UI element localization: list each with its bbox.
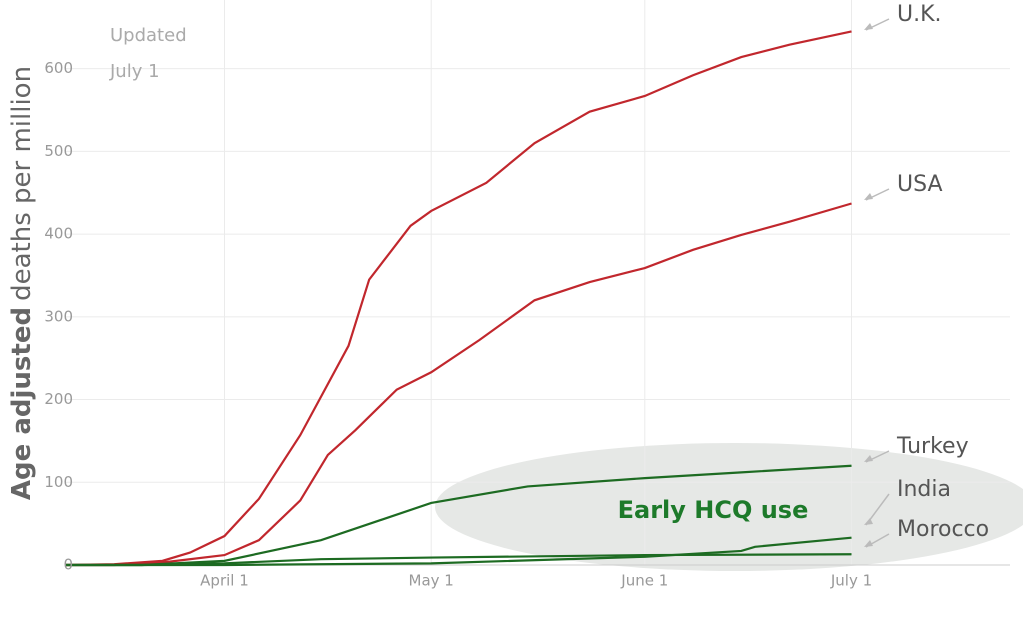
annotation: Updated <box>110 25 187 46</box>
y-tick-label: 400 <box>44 225 73 243</box>
series-label: U.K. <box>897 2 942 27</box>
highlight-region <box>435 443 1023 571</box>
y-axis-label: Age adjusted deaths per million <box>7 66 37 500</box>
y-tick-label: 200 <box>44 390 73 408</box>
y-tick-label: 600 <box>44 59 73 77</box>
x-tick-label: July 1 <box>830 572 872 590</box>
label-arrowhead <box>864 23 873 30</box>
label-arrowhead <box>864 540 873 547</box>
line <box>66 536 852 567</box>
line <box>66 202 852 567</box>
label-arrowhead <box>864 193 873 200</box>
series-label: Morocco <box>897 517 989 542</box>
y-axis-label-bold: Age adjusted <box>7 307 37 500</box>
label-arrowhead <box>864 518 873 525</box>
highlight-label: Early HCQ use <box>618 496 809 524</box>
x-tick-label: June 1 <box>620 572 668 590</box>
x-tick-label: May 1 <box>409 572 454 590</box>
y-tick-label: 0 <box>63 556 73 574</box>
y-tick-label: 300 <box>44 307 73 325</box>
label-arrowhead <box>864 455 873 462</box>
line <box>65 30 852 567</box>
series-label: Turkey <box>896 434 969 459</box>
line <box>66 553 852 567</box>
x-tick-label: April 1 <box>200 572 249 590</box>
y-axis-label-rest: deaths per million <box>7 66 37 301</box>
y-tick-label: 100 <box>44 473 73 491</box>
annotation: July 1 <box>109 61 160 82</box>
series-label: India <box>897 477 951 502</box>
y-tick-label: 500 <box>44 142 73 160</box>
series-label: USA <box>897 172 943 197</box>
